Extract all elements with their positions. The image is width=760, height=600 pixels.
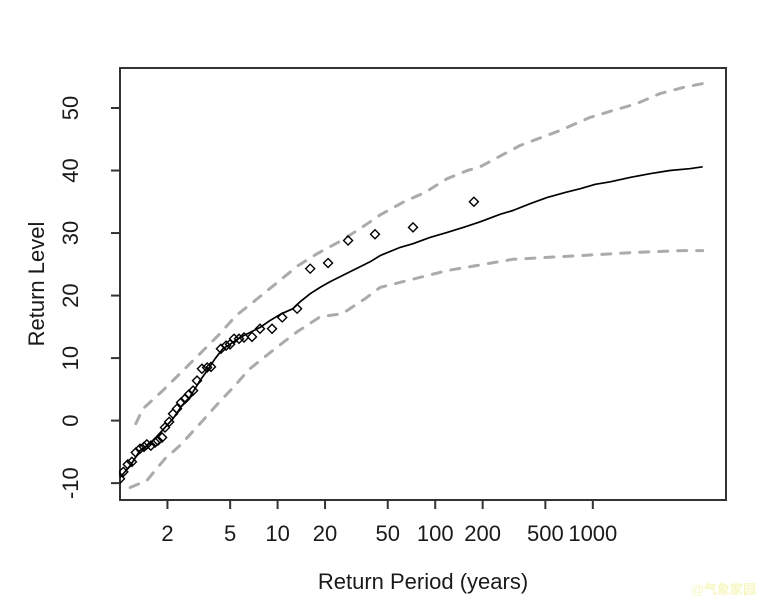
diamond-marker <box>122 458 134 470</box>
diamond-marker <box>322 257 334 269</box>
y-tick-label: 10 <box>58 346 83 370</box>
diamond-marker <box>220 340 232 352</box>
diamond-marker <box>228 333 240 345</box>
x-tick-label: 200 <box>464 521 501 546</box>
diamond-marker <box>291 303 303 315</box>
diamond-marker <box>171 403 183 415</box>
x-tick-label: 2 <box>161 521 173 546</box>
y-tick-label: -10 <box>58 467 83 499</box>
watermark: @气象家园 <box>691 582 756 597</box>
diamond-marker <box>369 228 381 240</box>
diamond-marker <box>254 323 266 335</box>
diamond-marker <box>175 396 187 408</box>
x-tick-label: 100 <box>417 521 454 546</box>
diamond-marker <box>130 446 142 458</box>
y-axis-ticks: -10 0 10 20 30 40 50 <box>58 96 120 499</box>
diamond-marker <box>266 323 278 335</box>
lower-confidence-band <box>128 249 705 489</box>
upper-confidence-band <box>134 82 705 426</box>
diamond-marker <box>145 440 157 452</box>
diamond-marker <box>238 331 250 343</box>
diamond-marker <box>156 431 168 443</box>
x-tick-label: 5 <box>224 521 236 546</box>
fitted-return-level-curve <box>119 165 703 479</box>
diamond-marker <box>152 435 164 447</box>
diamond-marker <box>187 385 199 397</box>
diamond-marker <box>126 456 138 468</box>
diamond-marker <box>201 361 213 373</box>
diamond-marker <box>276 311 288 323</box>
plot-series <box>119 82 705 489</box>
diamond-marker <box>246 331 258 343</box>
plot-border <box>119 67 727 501</box>
diamond-marker <box>119 466 129 478</box>
diamond-marker <box>205 361 217 373</box>
y-tick-label: 50 <box>58 96 83 120</box>
diamond-marker <box>183 388 195 400</box>
y-tick-label: 30 <box>58 221 83 245</box>
x-axis-title: Return Period (years) <box>318 569 528 594</box>
y-tick-label: 0 <box>58 414 83 426</box>
diamond-marker <box>342 235 354 247</box>
diamond-marker <box>191 375 203 387</box>
diamond-marker <box>233 333 245 345</box>
diamond-marker <box>196 363 208 375</box>
x-tick-label: 10 <box>265 521 289 546</box>
x-tick-label: 1000 <box>568 521 617 546</box>
diamond-marker <box>163 416 175 428</box>
y-tick-label: 40 <box>58 158 83 182</box>
diamond-marker <box>134 443 146 455</box>
x-tick-label: 50 <box>376 521 400 546</box>
diamond-marker <box>468 196 480 208</box>
x-axis-ticks: 2 5 10 20 50 100 200 500 1000 <box>161 500 617 546</box>
y-tick-label: 20 <box>58 283 83 307</box>
x-tick-label: 20 <box>313 521 337 546</box>
diamond-marker <box>304 263 316 275</box>
y-axis-title: Return Level <box>24 222 49 347</box>
x-tick-label: 500 <box>527 521 564 546</box>
diamond-marker <box>149 436 161 448</box>
diamond-marker <box>407 221 419 233</box>
empirical-points <box>119 196 480 485</box>
